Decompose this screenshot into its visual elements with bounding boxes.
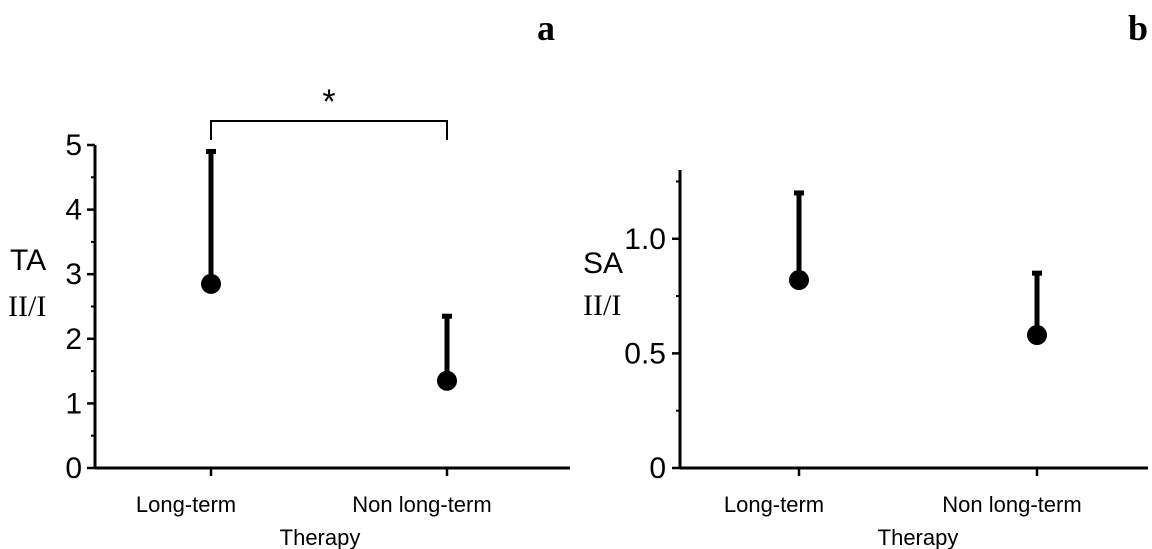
y-axis-label: TA (10, 244, 46, 277)
y-tick-label: 1 (65, 387, 82, 420)
y-tick-label: 0 (649, 452, 666, 485)
panel-letter: a (537, 8, 555, 48)
y-tick-label: 1.0 (624, 223, 666, 256)
x-tick-label: Long-term (724, 492, 824, 517)
significance-bracket (210, 120, 448, 140)
x-tick-label: Non long-term (942, 492, 1081, 517)
x-axis-label: Therapy (878, 525, 959, 549)
y-tick-label: 5 (65, 129, 82, 162)
y-tick-label: 0 (65, 452, 82, 485)
data-point (1027, 325, 1047, 346)
panel-a: a 0 1 2 3 4 5 TA II/I Long-term Non long-term Thera… (8, 8, 570, 549)
x-tick-label: Non long-term (352, 492, 491, 517)
x-tick-label: Long-term (136, 492, 236, 517)
y-tick-label: 4 (65, 194, 82, 227)
panel-letter: b (1128, 8, 1148, 48)
panel-b: b 0 0.5 1.0SA II/I Long-term Non long-term Ther… (583, 8, 1148, 549)
y-axis-label-sub: II/I (583, 289, 621, 322)
data-point (437, 370, 457, 391)
y-tick-label: 3 (65, 258, 82, 291)
y-axis-label: SA (583, 247, 623, 280)
y-tick-label: 0.5 (624, 337, 666, 370)
significance-marker: * (322, 83, 335, 121)
data-point (789, 270, 809, 291)
y-tick-label: 2 (65, 323, 82, 356)
y-axis-label-sub: II/I (8, 290, 46, 323)
data-point (201, 273, 221, 294)
x-axis-label: Therapy (280, 525, 361, 549)
